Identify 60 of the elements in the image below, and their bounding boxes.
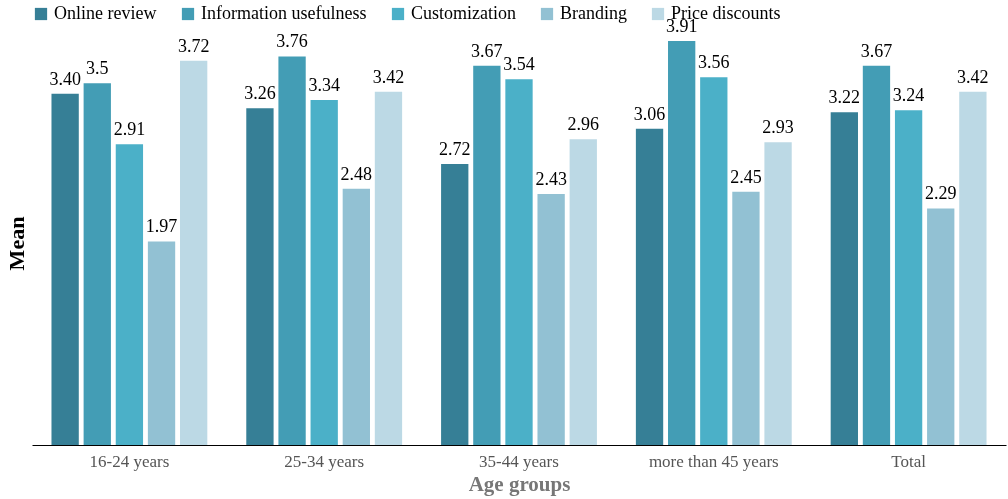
data-label: 1.97 — [145, 216, 178, 237]
data-label: 2.48 — [340, 163, 373, 184]
bar — [764, 142, 792, 445]
data-label: 3.06 — [633, 103, 666, 124]
bar — [473, 65, 501, 445]
data-label: 2.29 — [924, 183, 957, 204]
bar — [537, 193, 565, 445]
bar — [83, 83, 111, 445]
data-label: 2.43 — [535, 168, 567, 189]
data-label: 2.45 — [730, 166, 762, 187]
bar — [635, 128, 664, 445]
bar — [180, 60, 208, 445]
bar — [441, 163, 469, 445]
data-label: 3.56 — [698, 52, 730, 73]
bar — [374, 91, 403, 445]
data-label: 3.40 — [49, 68, 81, 89]
bar — [278, 56, 306, 445]
x-tick-label: more than 45 years — [648, 451, 779, 471]
x-axis-title: Age groups — [468, 471, 571, 496]
bar — [505, 79, 533, 445]
legend-label: Customization — [411, 3, 516, 23]
bar — [147, 241, 176, 445]
bar — [115, 144, 144, 445]
x-tick-label: Total — [891, 451, 927, 471]
legend-label: Branding — [560, 3, 627, 23]
legend-label: Information usefulness — [201, 3, 367, 23]
bar — [310, 99, 338, 445]
data-label: 2.96 — [567, 114, 600, 135]
data-label: 3.24 — [892, 85, 925, 106]
data-label: 2.91 — [113, 119, 146, 140]
bar — [51, 93, 79, 445]
bar — [894, 110, 923, 445]
bar — [246, 108, 274, 445]
data-label: 3.42 — [957, 66, 989, 87]
data-label: 2.93 — [762, 117, 794, 138]
bar — [927, 208, 955, 445]
bar — [700, 77, 728, 445]
bar — [342, 188, 370, 445]
bar — [569, 139, 597, 445]
x-tick-label: 16-24 years — [89, 451, 170, 471]
data-label: 3.5 — [86, 58, 109, 79]
data-label: 3.72 — [177, 35, 210, 56]
bar — [862, 65, 891, 445]
legend-label: Online review — [54, 3, 157, 23]
bar — [830, 112, 858, 445]
x-tick-label: 35-44 years — [479, 451, 559, 471]
data-label: 3.76 — [276, 31, 308, 52]
x-tick-label: 25-34 years — [284, 451, 365, 471]
data-label: 2.72 — [438, 138, 471, 159]
bar — [668, 41, 696, 445]
data-label: 3.42 — [372, 66, 405, 87]
data-label: 3.26 — [244, 83, 276, 104]
data-label: 3.22 — [828, 87, 861, 108]
bar — [732, 191, 760, 445]
bar — [959, 91, 987, 445]
data-label: 3.54 — [503, 54, 535, 75]
data-label: 3.34 — [308, 74, 340, 95]
y-axis-title: Mean — [3, 216, 29, 271]
data-label: 3.67 — [471, 40, 503, 61]
data-label: 3.67 — [860, 40, 893, 61]
